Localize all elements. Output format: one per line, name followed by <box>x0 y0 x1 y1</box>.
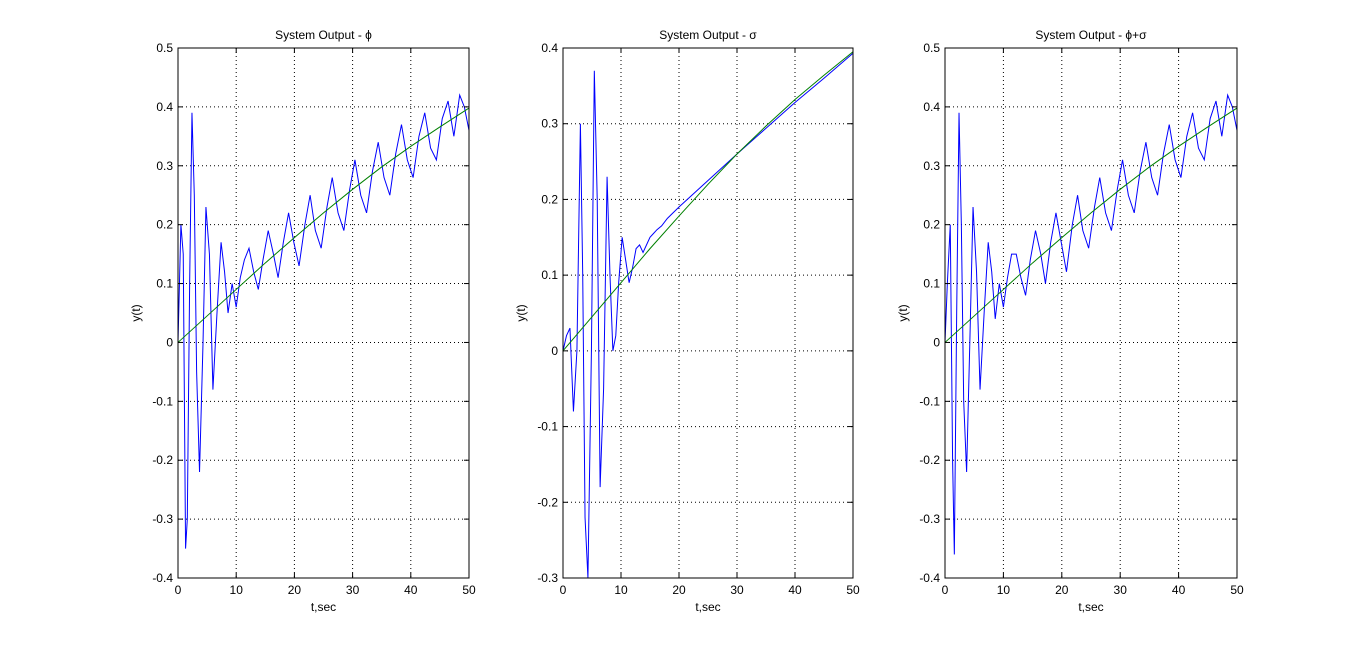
y-tick-label: -0.1 <box>152 394 173 408</box>
y-tick-label: 0.4 <box>923 100 940 114</box>
y-tick-label: -0.2 <box>152 453 173 467</box>
chart-title: System Output - ϕ <box>275 28 372 42</box>
y-tick-label: 0.5 <box>923 41 940 55</box>
series-line-1 <box>177 93 470 549</box>
subplot-3: 0 10 20 30 40 50 -0.4 -0.3 -0.2 -0.1 0 0.1 0.2 0.3 0.4… <box>896 28 1244 614</box>
y-axis-label: y(t) <box>896 304 910 321</box>
x-tick-label: 10 <box>997 583 1011 597</box>
y-tick-label: 0 <box>933 335 940 349</box>
x-axis-label: t,sec <box>695 600 720 614</box>
y-tick-label: 0.2 <box>541 192 558 206</box>
subplot-1: 0 10 20 30 40 50 -0.4 -0.3 -0.2 -0.1 0 0.1 0.2 0.3 0.4… <box>129 28 476 614</box>
y-tick-label: -0.3 <box>152 512 173 526</box>
chart-title: System Output - ϕ+σ <box>1035 28 1147 42</box>
plot-area <box>563 48 853 578</box>
series-line-1 <box>562 52 854 579</box>
y-axis-label: y(t) <box>129 304 143 321</box>
x-tick-label: 50 <box>462 583 476 597</box>
x-tick-label: 30 <box>1114 583 1128 597</box>
y-tick-label: 0.1 <box>923 277 940 291</box>
series-line-2 <box>177 107 470 343</box>
plot-area <box>178 48 469 578</box>
x-tick-label: 20 <box>672 583 686 597</box>
x-tick-label: 0 <box>942 583 949 597</box>
chart-title: System Output - σ <box>659 28 757 42</box>
axes-box <box>562 47 854 579</box>
y-axis-label: y(t) <box>514 304 528 321</box>
series-line-2 <box>562 51 854 352</box>
axes-box <box>177 47 470 579</box>
x-tick-label: 0 <box>175 583 182 597</box>
axes-box <box>944 47 1238 579</box>
x-tick-label: 10 <box>614 583 628 597</box>
y-tick-label: 0.1 <box>156 277 173 291</box>
y-tick-label: 0.4 <box>541 41 558 55</box>
y-tick-label: 0 <box>166 335 173 349</box>
series-line-2 <box>944 107 1238 343</box>
y-tick-label: -0.1 <box>537 420 558 434</box>
y-tick-label: 0 <box>551 344 558 358</box>
y-tick-label: 0.1 <box>541 268 558 282</box>
series-line-1 <box>944 93 1238 555</box>
y-tick-label: 0.2 <box>156 218 173 232</box>
plot-area <box>945 48 1237 578</box>
x-tick-label: 40 <box>788 583 802 597</box>
x-tick-label: 40 <box>1172 583 1186 597</box>
x-axis-label: t,sec <box>311 600 336 614</box>
subplot-2: 0 10 20 30 40 50 -0.3 -0.2 -0.1 0 0.1 0.2 0.3 0.4 Syst… <box>514 28 860 614</box>
x-tick-label: 0 <box>560 583 567 597</box>
x-tick-label: 30 <box>730 583 744 597</box>
x-tick-label: 20 <box>288 583 302 597</box>
y-tick-label: -0.2 <box>537 495 558 509</box>
y-tick-label: -0.3 <box>537 571 558 585</box>
x-tick-label: 20 <box>1055 583 1069 597</box>
y-tick-label: -0.4 <box>919 571 940 585</box>
y-tick-label: 0.3 <box>156 159 173 173</box>
y-tick-label: 0.5 <box>156 41 173 55</box>
x-tick-label: 30 <box>346 583 360 597</box>
y-tick-label: 0.4 <box>156 100 173 114</box>
y-tick-label: 0.2 <box>923 218 940 232</box>
y-tick-label: -0.3 <box>919 512 940 526</box>
x-tick-label: 40 <box>404 583 418 597</box>
x-axis-label: t,sec <box>1078 600 1103 614</box>
y-tick-label: -0.2 <box>919 453 940 467</box>
x-tick-label: 50 <box>1230 583 1244 597</box>
y-tick-label: -0.1 <box>919 394 940 408</box>
y-tick-label: -0.4 <box>152 571 173 585</box>
y-tick-label: 0.3 <box>541 117 558 131</box>
y-tick-label: 0.3 <box>923 159 940 173</box>
x-tick-label: 50 <box>846 583 860 597</box>
x-tick-label: 10 <box>230 583 244 597</box>
